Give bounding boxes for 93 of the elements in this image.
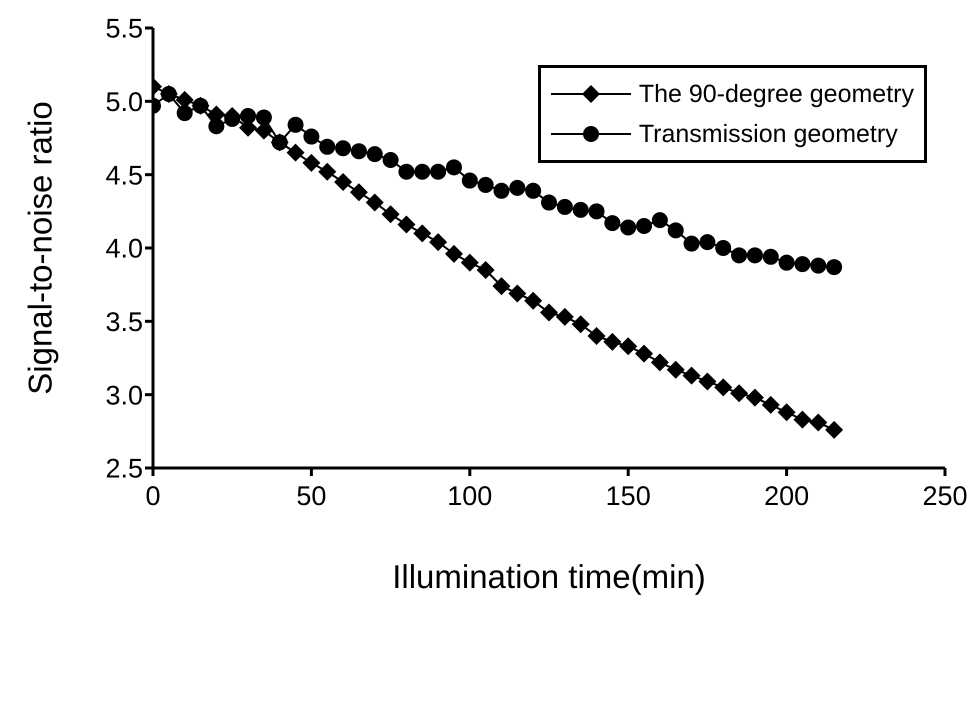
point (715, 240, 732, 256)
point (240, 108, 256, 124)
point (478, 176, 494, 193)
y-tick-label: 3.5 (105, 306, 143, 337)
point (556, 308, 574, 326)
x-tick-label: 150 (606, 481, 651, 512)
point (397, 216, 416, 234)
point (556, 198, 573, 215)
point (588, 203, 605, 220)
point (635, 344, 654, 363)
point (825, 420, 844, 439)
x-tick-label: 250 (922, 481, 968, 512)
point (636, 218, 652, 234)
point (430, 164, 446, 180)
point (286, 144, 305, 162)
point (810, 258, 826, 274)
point (256, 109, 272, 126)
point (460, 254, 479, 272)
point (652, 212, 668, 228)
point (793, 410, 812, 429)
point (778, 254, 795, 271)
point (350, 183, 368, 202)
point (588, 327, 606, 345)
point (208, 118, 224, 134)
point (429, 233, 448, 252)
legend-label: The 90-degree geometry (638, 80, 914, 108)
point (382, 205, 400, 224)
point (668, 222, 684, 238)
point (650, 353, 669, 372)
point (444, 244, 463, 263)
point (176, 105, 193, 122)
x-tick-label: 0 (145, 481, 161, 512)
y-tick-label: 5.5 (105, 14, 143, 44)
y-tick-label: 5.0 (105, 86, 143, 117)
point (414, 164, 430, 180)
point (604, 215, 620, 232)
point (303, 128, 320, 145)
point (762, 396, 780, 414)
point (350, 143, 367, 160)
x-axis-title: Illumination time(min) (392, 558, 706, 595)
point (493, 182, 510, 199)
point (730, 384, 748, 402)
point (572, 315, 590, 334)
point (413, 224, 432, 242)
x-tick-label: 200 (764, 481, 810, 512)
point (160, 86, 177, 102)
y-tick-label: 3.0 (105, 380, 143, 410)
y-tick-label: 4.0 (105, 234, 143, 264)
point (366, 194, 384, 212)
point (366, 146, 383, 162)
point (620, 219, 636, 236)
point (666, 360, 685, 379)
point (509, 180, 526, 196)
point (318, 162, 336, 181)
point (335, 140, 352, 156)
x-tick-label: 100 (447, 481, 492, 512)
point (541, 194, 557, 211)
point (446, 159, 462, 176)
point (302, 154, 320, 172)
point (462, 172, 478, 189)
point (272, 134, 288, 150)
point (492, 277, 510, 296)
point (714, 378, 732, 396)
point (762, 248, 779, 265)
point (778, 403, 796, 422)
point (288, 116, 304, 133)
x-tick-label: 50 (296, 481, 326, 512)
y-tick-label: 4.5 (105, 160, 143, 190)
legend-label: Transmission geometry (638, 120, 898, 148)
point (572, 202, 589, 218)
y-tick-label: 2.5 (105, 454, 143, 484)
point (382, 152, 399, 168)
y-axis-title: Signal-to-noise ratio (22, 101, 59, 395)
point (746, 388, 764, 407)
point (540, 304, 558, 322)
point (698, 372, 716, 390)
point (809, 414, 828, 432)
point (699, 234, 716, 250)
point (682, 366, 701, 385)
point (319, 138, 336, 155)
point (334, 173, 352, 191)
point (524, 292, 542, 310)
point (684, 236, 700, 252)
point (508, 284, 526, 302)
point (619, 337, 638, 356)
point (731, 247, 748, 264)
point (746, 247, 763, 264)
point (476, 261, 495, 279)
point (525, 182, 542, 199)
point (794, 256, 810, 272)
point (398, 164, 414, 180)
point (603, 332, 622, 351)
point (826, 259, 842, 276)
